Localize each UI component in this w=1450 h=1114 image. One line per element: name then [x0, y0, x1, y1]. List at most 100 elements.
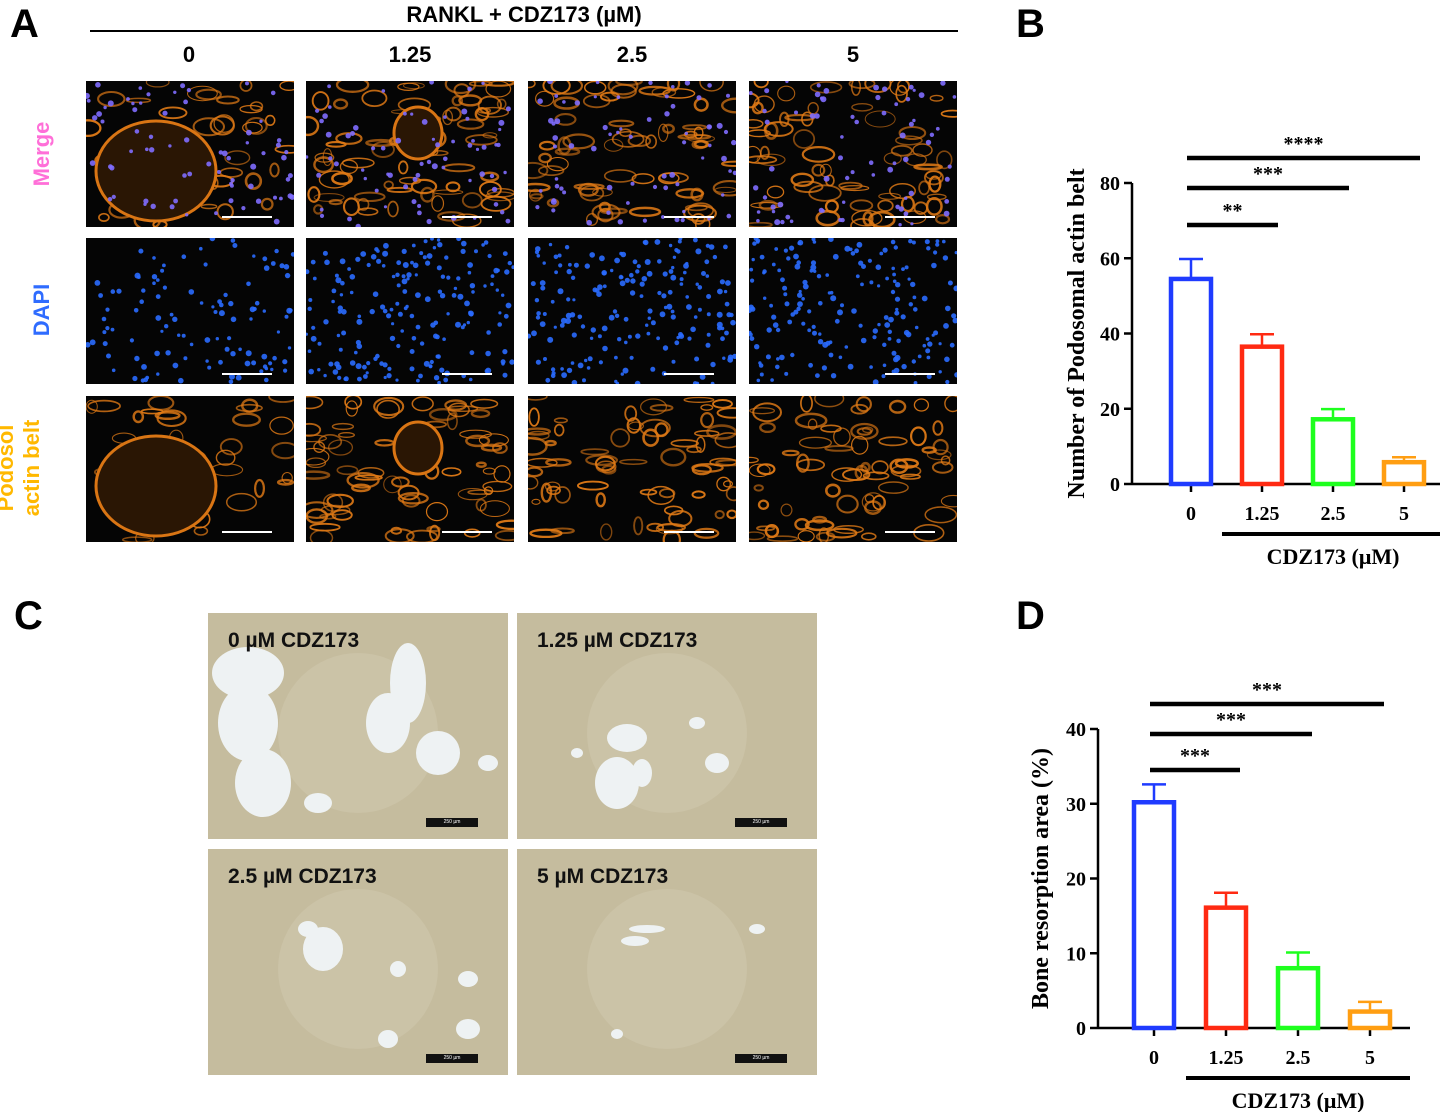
bar [1131, 800, 1177, 1031]
row-label-text: actin belt [19, 419, 44, 517]
scale-bar [885, 531, 935, 533]
x-tick-label: 2.5 [1321, 503, 1346, 525]
resorption-image-0: 0 µM CDZ173 250 µm [208, 613, 508, 839]
scale-bar [222, 531, 272, 533]
scale-bar [664, 216, 714, 218]
treatment-header-rule [90, 30, 958, 32]
significance-label: *** [1180, 745, 1210, 767]
scale-bar: 250 µm [735, 818, 787, 827]
scale-bar: 250 µm [426, 1054, 478, 1063]
significance-label: *** [1253, 163, 1283, 185]
row-label-text: DAPI [29, 283, 54, 337]
resorption-image-2: 2.5 µM CDZ173 250 µm [208, 849, 508, 1075]
fluorescence-image [528, 396, 736, 542]
resorption-pit [611, 1029, 623, 1039]
scale-bar [442, 373, 492, 375]
fluorescence-image [306, 238, 514, 384]
row-label-text: Podosol [0, 424, 18, 512]
y-axis-label: Number of Podosomal actin belt [1064, 168, 1090, 498]
resorption-pit [607, 724, 647, 752]
fluorescence-image [528, 81, 736, 227]
fluorescence-image [306, 396, 514, 542]
resorption-image-label: 2.5 µM CDZ173 [228, 865, 377, 888]
x-axis-label: CDZ173 (μM) [1267, 544, 1400, 569]
y-tick-label: 40 [1100, 324, 1120, 346]
significance-label: *** [1252, 679, 1282, 701]
treatment-header: RANKL + CDZ173 (µM) [406, 2, 642, 27]
resorption-image-3: 5 µM CDZ173 250 µm [517, 849, 817, 1075]
resorption-image-label: 0 µM CDZ173 [228, 629, 360, 652]
fluorescence-image [528, 238, 736, 384]
resorption-pit [456, 1019, 480, 1039]
y-tick-label: 80 [1100, 173, 1120, 195]
y-tick-label: 0 [1110, 474, 1120, 496]
significance-label: **** [1284, 133, 1324, 155]
bar [1275, 965, 1321, 1031]
resorption-pit [298, 921, 318, 937]
row-label-dapi: DAPI [29, 265, 57, 355]
row-label-text: Merge [29, 121, 54, 187]
resorption-pit [571, 748, 583, 758]
resorption-pit [218, 685, 278, 761]
y-axis-label: Bone resorption area (%) [1028, 748, 1054, 1009]
resorption-pit [304, 793, 332, 813]
resorption-pit [632, 759, 652, 787]
scale-bar [885, 216, 935, 218]
resorption-pit [621, 936, 649, 946]
scale-bar [442, 216, 492, 218]
bar [1168, 276, 1214, 487]
significance-label: ** [1223, 200, 1243, 222]
y-tick-label: 20 [1100, 399, 1120, 421]
fluorescence-image [86, 81, 294, 227]
panel-letter-b: B [1016, 2, 1045, 46]
fluorescence-image [86, 238, 294, 384]
x-tick-label: 5 [1365, 1047, 1375, 1069]
resorption-pit [378, 1030, 398, 1048]
resorption-pit [749, 924, 765, 934]
resorption-image-label: 5 µM CDZ173 [537, 865, 669, 888]
column-label: 1.25 [388, 42, 432, 67]
row-label-merge: Merge [29, 109, 57, 199]
resorption-pit [595, 757, 639, 809]
column-label: 5 [846, 42, 860, 67]
resorption-pit [458, 971, 478, 987]
panel-letter-c: C [14, 594, 43, 638]
scale-bar [222, 216, 272, 218]
scale-bar [664, 373, 714, 375]
scale-bar: 250 µm [735, 1054, 787, 1063]
y-tick-label: 40 [1066, 719, 1086, 741]
bar [1347, 1009, 1393, 1031]
fluorescence-image [306, 81, 514, 227]
resorption-pit [478, 755, 498, 771]
x-tick-label: 0 [1186, 503, 1196, 525]
x-tick-label: 2.5 [1286, 1047, 1311, 1069]
resorption-pit [390, 961, 406, 977]
resorption-pit [689, 717, 705, 729]
row-label-podosol: Podosol actin belt [0, 403, 49, 533]
resorption-image-label: 1.25 µM CDZ173 [537, 629, 698, 652]
fluorescence-image [749, 396, 957, 542]
x-tick-label: 1.25 [1209, 1047, 1244, 1069]
panel-letter-a: A [10, 2, 39, 46]
y-tick-label: 0 [1076, 1018, 1086, 1040]
resorption-pit [366, 693, 410, 753]
x-tick-label: 1.25 [1245, 503, 1280, 525]
resorption-pit [705, 753, 729, 773]
resorption-pit [303, 927, 343, 971]
bar [1203, 905, 1249, 1031]
fluorescence-image [749, 238, 957, 384]
fluorescence-image [749, 81, 957, 227]
bar [1381, 459, 1427, 487]
resorption-pit [416, 731, 460, 775]
x-tick-label: 0 [1149, 1047, 1159, 1069]
x-axis-label: CDZ173 (μM) [1232, 1088, 1365, 1112]
bar [1310, 417, 1356, 487]
y-tick-label: 30 [1066, 794, 1086, 816]
resorption-pit [235, 749, 291, 817]
bar [1239, 344, 1285, 487]
x-tick-label: 5 [1399, 503, 1409, 525]
scale-bar [442, 531, 492, 533]
significance-label: *** [1216, 709, 1246, 731]
resorption-pit [212, 647, 284, 699]
